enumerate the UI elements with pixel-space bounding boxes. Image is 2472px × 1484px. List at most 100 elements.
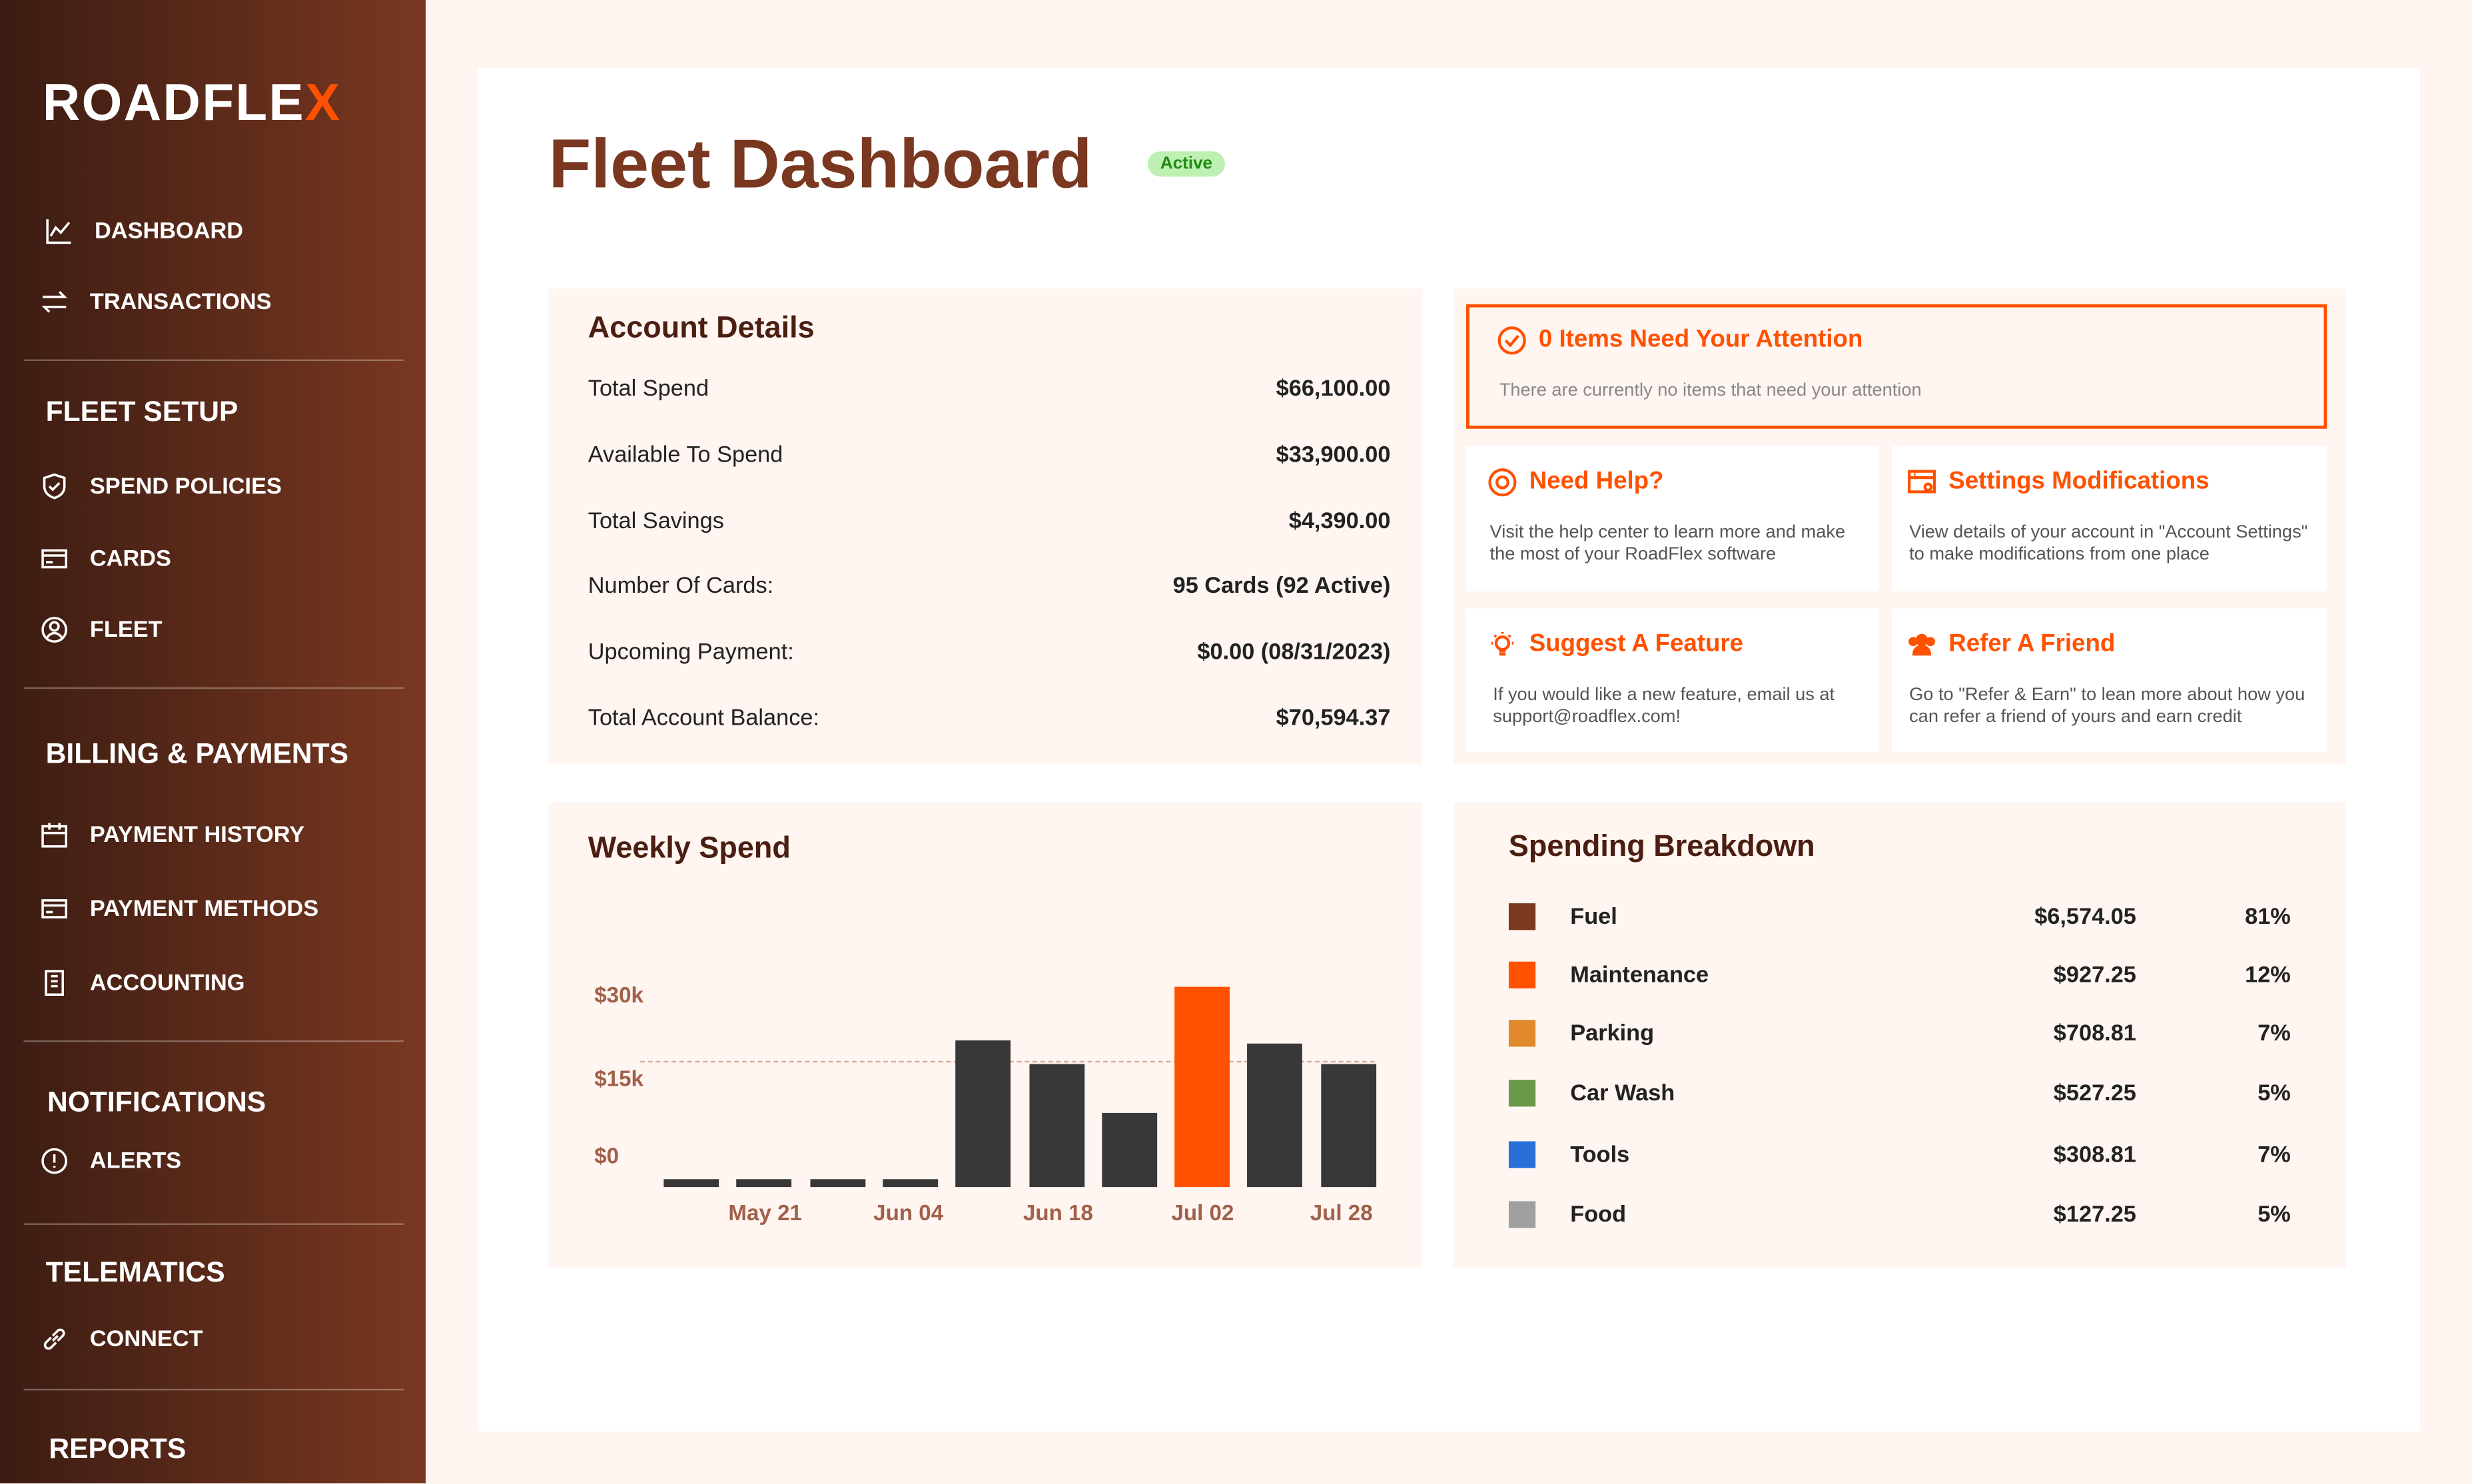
x-tick: Jul 28: [1310, 1200, 1373, 1225]
breakdown-row: Food $127.25 5%: [1508, 1201, 2291, 1228]
breakdown-row: Tools $308.81 7%: [1508, 1141, 2291, 1168]
divider: [23, 1040, 404, 1042]
category-amount: $308.81: [2053, 1142, 2136, 1168]
sidebar-item-alerts[interactable]: ALERTS: [41, 1148, 182, 1174]
sidebar-item-payment-history[interactable]: PAYMENT HISTORY: [41, 821, 305, 848]
spending-breakdown-panel: Spending Breakdown Fuel $6,574.05 81% Maint…: [1453, 802, 2346, 1268]
calendar-icon: [41, 823, 68, 848]
category-name: Maintenance: [1570, 962, 1709, 988]
bar: [1029, 1064, 1084, 1188]
refer-friend-card[interactable]: Refer A Friend Go to "Refer & Earn" to l…: [1892, 608, 2327, 752]
user-circle-icon: [41, 617, 68, 643]
category-amount: $708.81: [2053, 1020, 2136, 1046]
section-title: FLEET SETUP: [45, 396, 238, 428]
x-tick: May 21: [728, 1200, 802, 1225]
breakdown-row: Maintenance $927.25 12%: [1508, 961, 2291, 988]
bar: [663, 1179, 719, 1188]
chart-line-icon: [46, 219, 71, 244]
category-amount: $6,574.05: [2034, 904, 2136, 930]
y-tick: $15k: [594, 1065, 643, 1091]
category-percent: 7%: [2258, 1020, 2291, 1046]
color-swatch: [1508, 961, 1536, 988]
y-tick: $0: [594, 1142, 619, 1168]
suggest-feature-card[interactable]: Suggest A Feature If you would like a ne…: [1466, 608, 1880, 752]
bar: [809, 1179, 865, 1188]
bar: [1174, 986, 1230, 1188]
bar: [1320, 1064, 1376, 1188]
divider: [23, 359, 404, 361]
alert-circle-icon: [41, 1148, 68, 1174]
category-amount: $127.25: [2053, 1202, 2136, 1228]
color-swatch: [1508, 1020, 1536, 1047]
category-percent: 5%: [2258, 1080, 2291, 1106]
status-badge: Active: [1147, 151, 1225, 177]
color-swatch: [1508, 903, 1536, 930]
category-percent: 5%: [2258, 1202, 2291, 1228]
breakdown-row: Parking $708.81 7%: [1508, 1020, 2291, 1047]
lightbulb-icon: [1491, 632, 1514, 656]
category-amount: $527.25: [2053, 1080, 2136, 1106]
bar: [955, 1040, 1011, 1188]
sidebar-item-spend-policies[interactable]: SPEND POLICIES: [41, 473, 282, 500]
divider: [23, 1389, 404, 1391]
section-title: BILLING & PAYMENTS: [45, 737, 349, 769]
bar: [1101, 1112, 1157, 1188]
section-title: REPORTS: [49, 1433, 187, 1465]
check-circle-icon: [1497, 326, 1526, 355]
breakdown-row: Fuel $6,574.05 81%: [1508, 903, 2291, 930]
y-tick: $30k: [594, 982, 643, 1008]
arrows-swap-icon: [41, 290, 67, 313]
settings-card[interactable]: Settings Modifications View details of y…: [1892, 446, 2327, 591]
account-row: Upcoming Payment: $0.00 (08/31/2023): [588, 639, 1391, 665]
bar: [883, 1179, 938, 1188]
account-row: Number Of Cards: 95 Cards (92 Active): [588, 573, 1391, 599]
account-row: Total Savings $4,390.00: [588, 509, 1391, 535]
category-name: Tools: [1570, 1142, 1630, 1168]
page-title: Fleet Dashboard: [548, 126, 1092, 204]
account-row: Total Spend $66,100.00: [588, 376, 1391, 402]
card-icon: [41, 549, 68, 569]
breakdown-row: Car Wash $527.25 5%: [1508, 1080, 2291, 1107]
x-tick: Jun 04: [873, 1200, 944, 1225]
bar: [1247, 1043, 1303, 1188]
sidebar-item-payment-methods[interactable]: PAYMENT METHODS: [41, 895, 319, 922]
category-name: Parking: [1570, 1020, 1655, 1046]
sidebar-item-transactions[interactable]: TRANSACTIONS: [41, 288, 272, 315]
attention-card[interactable]: 0 Items Need Your Attention There are cu…: [1466, 304, 2327, 429]
card-icon: [41, 899, 68, 919]
category-name: Car Wash: [1570, 1080, 1675, 1106]
link-icon: [43, 1328, 65, 1350]
category-name: Food: [1570, 1202, 1627, 1228]
sidebar-item-accounting[interactable]: ACCOUNTING: [41, 970, 245, 996]
divider: [23, 1223, 404, 1225]
bar: [736, 1179, 792, 1188]
sidebar-item-cards[interactable]: CARDS: [41, 546, 171, 572]
section-title: TELEMATICS: [45, 1256, 225, 1288]
weekly-spend-chart: Weekly Spend $30k $15k $0 May 21 Jun 04 …: [548, 802, 1422, 1268]
need-help-card[interactable]: Need Help? Visit the help center to lear…: [1466, 446, 1880, 591]
account-row: Total Account Balance: $70,594.37: [588, 706, 1391, 732]
sidebar-item-dashboard[interactable]: DASHBOARD: [46, 218, 243, 244]
logo[interactable]: ROADFLEX: [42, 72, 342, 131]
category-name: Fuel: [1570, 904, 1617, 930]
category-percent: 81%: [2245, 904, 2291, 930]
category-amount: $927.25: [2053, 962, 2136, 988]
panel-title: Account Details: [588, 312, 815, 346]
account-row: Available To Spend $33,900.00: [588, 443, 1391, 468]
shield-check-icon: [43, 473, 66, 500]
users-icon: [1908, 633, 1935, 656]
sidebar: ROADFLEX DASHBOARD TRANSACTIONS FLEET SE…: [0, 0, 426, 1484]
color-swatch: [1508, 1141, 1536, 1168]
lifebuoy-icon: [1488, 468, 1517, 497]
category-percent: 7%: [2258, 1142, 2291, 1168]
divider: [23, 687, 404, 689]
panel-title: Spending Breakdown: [1508, 831, 1815, 864]
ledger-icon: [45, 970, 64, 996]
color-swatch: [1508, 1080, 1536, 1107]
sidebar-item-fleet[interactable]: FLEET: [41, 616, 163, 643]
settings-window-icon: [1907, 470, 1936, 494]
color-swatch: [1508, 1201, 1536, 1228]
section-title: NOTIFICATIONS: [47, 1086, 266, 1118]
sidebar-item-connect[interactable]: CONNECT: [41, 1325, 203, 1352]
info-panel: 0 Items Need Your Attention There are cu…: [1453, 288, 2346, 765]
